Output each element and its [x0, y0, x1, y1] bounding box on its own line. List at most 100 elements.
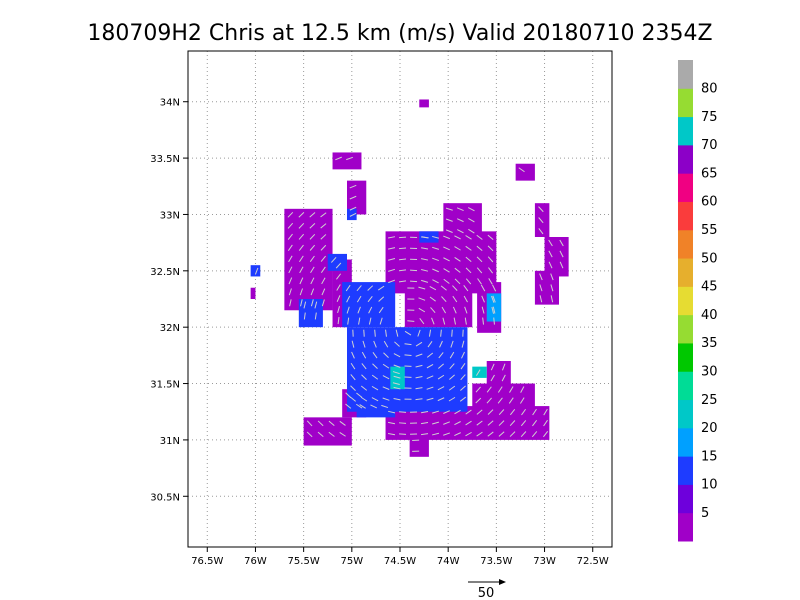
- wind-vector: [374, 329, 376, 337]
- wind-vector: [452, 295, 458, 303]
- colorbar-label: 5: [701, 506, 709, 521]
- wind-vector: [300, 299, 303, 307]
- wind-vector: [310, 266, 315, 274]
- wind-vector: [337, 306, 340, 314]
- wind-vector: [443, 432, 451, 436]
- wind-vector: [361, 363, 367, 370]
- colorbar-label: 10: [701, 478, 718, 493]
- wind-vector: [394, 341, 400, 347]
- wind-vector: [443, 235, 450, 240]
- wind-vector: [488, 267, 494, 274]
- wind-vector: [379, 317, 383, 325]
- wind-vector: [487, 245, 494, 252]
- wind-vector: [521, 408, 527, 416]
- colorbar-label: 30: [701, 364, 718, 379]
- wind-vector: [393, 353, 401, 358]
- colorbar-label: 80: [701, 82, 718, 97]
- wind-vector: [287, 233, 293, 240]
- wind-vector: [288, 288, 292, 296]
- wind-vector: [491, 295, 495, 303]
- wind-vector: [392, 382, 400, 385]
- wind-speed-cell: [419, 99, 429, 108]
- wind-speed-cell: [250, 265, 261, 277]
- wind-vector: [461, 351, 465, 359]
- wind-vector: [254, 267, 259, 275]
- wind-vector: [367, 296, 373, 303]
- colorbar-segment: [678, 258, 693, 287]
- wind-vector: [487, 234, 494, 241]
- wind-vector: [426, 386, 434, 390]
- wind-vector: [509, 386, 514, 393]
- wind-vector: [346, 156, 354, 161]
- colorbar-segment: [678, 88, 693, 118]
- reference-arrowhead: [499, 579, 506, 585]
- wind-vector: [448, 396, 456, 402]
- wind-vector: [449, 351, 455, 359]
- wind-vector: [336, 295, 341, 302]
- wind-vector: [367, 285, 374, 291]
- wind-vector: [475, 369, 481, 376]
- wind-vector: [457, 229, 464, 234]
- wind-vector: [288, 266, 293, 274]
- wind-vector: [441, 306, 447, 314]
- wind-vector: [388, 236, 396, 239]
- wind-vector: [346, 295, 351, 303]
- wind-vector: [360, 385, 368, 391]
- wind-vector: [298, 212, 305, 218]
- wind-vector: [432, 421, 440, 425]
- wind-vector: [509, 431, 516, 437]
- wind-vector: [320, 255, 326, 262]
- wind-vector: [317, 420, 324, 427]
- wind-vector: [418, 297, 426, 301]
- x-tick-label: 76.5W: [191, 556, 223, 567]
- wind-vector: [393, 364, 401, 368]
- wind-vector: [550, 273, 554, 281]
- wind-vector: [482, 317, 485, 325]
- wind-vector: [487, 256, 494, 263]
- wind-vector: [440, 329, 442, 337]
- wind-vector: [378, 285, 385, 291]
- wind-vector: [371, 374, 379, 380]
- wind-vector: [461, 340, 465, 348]
- wind-vector: [559, 239, 564, 247]
- wind-vector: [429, 285, 437, 291]
- wind-speed-cell: [486, 361, 511, 390]
- wind-vector: [480, 284, 486, 292]
- wind-vector: [356, 295, 362, 303]
- wind-vector: [368, 306, 373, 314]
- wind-vector: [498, 420, 505, 426]
- x-tick-label: 73W: [533, 556, 556, 567]
- wind-vector: [463, 295, 468, 303]
- wind-vector: [465, 267, 472, 274]
- wind-speed-cell: [250, 287, 256, 299]
- wind-vector: [299, 288, 303, 296]
- wind-vector: [337, 317, 340, 325]
- colorbar-segment: [678, 116, 693, 146]
- chart-title: 180709H2 Chris at 12.5 km (m/s) Valid 20…: [87, 21, 712, 46]
- wind-vector: [404, 330, 412, 336]
- wind-vector: [289, 299, 292, 307]
- wind-vector: [518, 167, 525, 173]
- wind-vector: [465, 409, 472, 415]
- wind-vector: [498, 431, 505, 437]
- wind-vector: [543, 419, 548, 427]
- colorbar-label: 50: [701, 251, 718, 266]
- wind-vector: [404, 354, 412, 356]
- wind-vector: [385, 329, 387, 337]
- wind-vector: [349, 195, 357, 200]
- wind-vector: [508, 397, 514, 404]
- wind-vector: [287, 244, 293, 251]
- wind-vector: [449, 374, 455, 380]
- colorbar: 5 10 15 20 25 30 35 40 45 50 55 60 65 70 75 80: [678, 60, 718, 542]
- wind-vector: [303, 301, 307, 309]
- wind-vector: [492, 306, 496, 314]
- wind-vector: [345, 392, 352, 398]
- wind-vector: [448, 385, 456, 391]
- wind-vector: [417, 329, 421, 337]
- colorbar-label: 55: [701, 223, 718, 238]
- wind-vector: [443, 257, 450, 262]
- wind-vector: [491, 306, 495, 314]
- colorbar-segment: [678, 229, 693, 259]
- wind-vector: [460, 374, 466, 381]
- y-tick-label: 31N: [160, 436, 180, 447]
